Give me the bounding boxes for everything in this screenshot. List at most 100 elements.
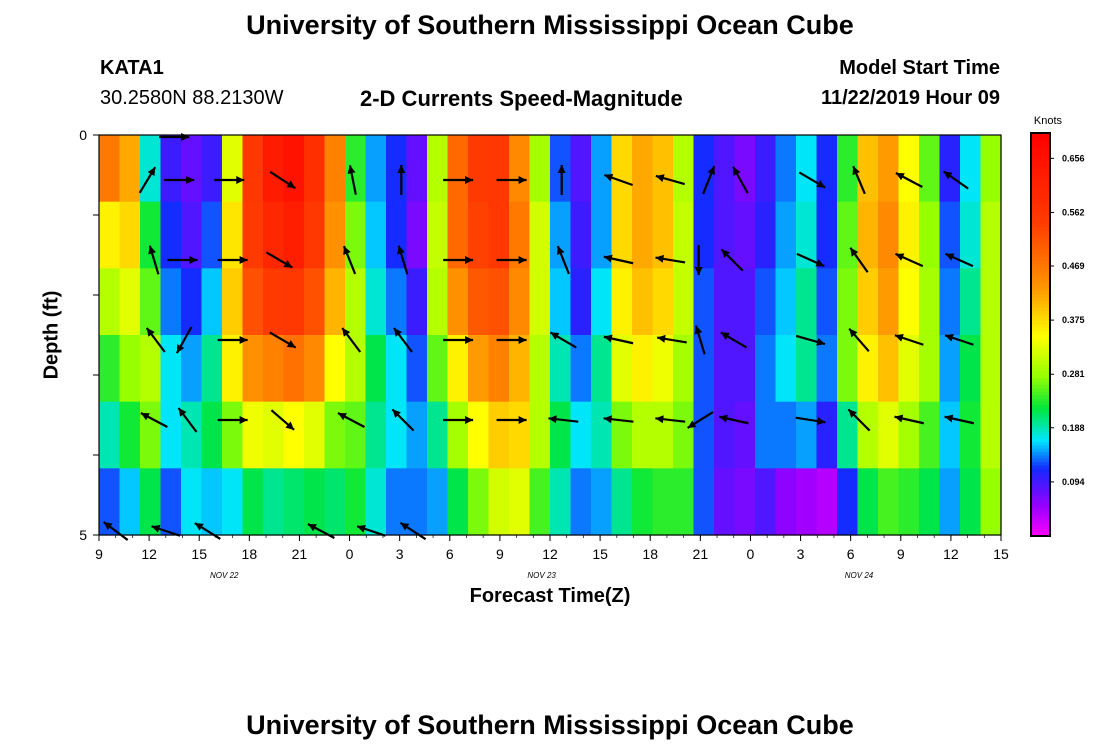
current-arrow	[720, 331, 748, 349]
heatmap-cell	[365, 201, 387, 269]
heatmap-cell	[406, 468, 428, 536]
colorbar-swatch	[1031, 488, 1050, 494]
heatmap-cell	[980, 335, 1002, 403]
arrow-head	[895, 172, 905, 181]
footer-title: University of Southern Mississippi Ocean…	[246, 710, 854, 740]
colorbar-swatch	[1031, 519, 1050, 524]
colorbar-swatch	[1031, 310, 1050, 316]
colorbar-tick-label: 0.281	[1062, 369, 1085, 379]
colorbar-swatch	[1031, 240, 1050, 245]
arrow-head	[603, 254, 613, 263]
heatmap-cell	[837, 335, 859, 403]
heatmap-cell	[304, 401, 326, 469]
heatmap-cell	[652, 135, 674, 203]
heatmap-cell	[509, 401, 531, 469]
current-arrow	[151, 524, 181, 537]
heatmap-cell	[160, 468, 182, 536]
heatmap-cell	[222, 268, 244, 336]
heatmap-cell	[611, 201, 633, 269]
heatmap-cell	[652, 268, 674, 336]
current-arrow	[549, 331, 577, 349]
arrow-head	[848, 409, 857, 418]
heatmap-cell	[222, 335, 244, 403]
heatmap-cell	[345, 468, 367, 536]
heatmap-cell	[488, 401, 510, 469]
heatmap-cell	[673, 135, 695, 203]
heatmap-cell	[570, 335, 592, 403]
arrow-head	[603, 334, 613, 343]
colorbar-swatch	[1031, 509, 1050, 514]
heatmap-cell	[406, 401, 428, 469]
colorbar-swatch	[1031, 499, 1050, 504]
heatmap-cell	[960, 401, 982, 469]
current-arrow	[945, 252, 974, 268]
current-arrow	[694, 245, 703, 275]
arrow-head	[147, 167, 156, 177]
arrow-head	[394, 328, 403, 337]
heatmap-cell	[406, 335, 428, 403]
heatmap-cell	[468, 135, 490, 203]
current-arrow	[337, 412, 365, 428]
colorbar-swatch	[1031, 485, 1050, 490]
arrow-head	[392, 409, 401, 418]
heatmap-cell	[898, 135, 920, 203]
heatmap-cell	[632, 335, 654, 403]
heatmap-cell	[99, 401, 121, 469]
arrow-head	[148, 245, 156, 255]
heatmap-cell	[242, 401, 264, 469]
heatmap-cell	[427, 335, 449, 403]
heatmap-cell	[632, 468, 654, 536]
heatmap-cell	[529, 335, 551, 403]
colorbar-swatch	[1031, 388, 1050, 393]
date-label: NOV 24	[845, 571, 874, 580]
x-axis-title: Forecast Time(Z)	[469, 585, 631, 607]
arrow-head	[518, 416, 527, 424]
heatmap-cell	[447, 201, 469, 269]
colorbar-swatch	[1031, 210, 1050, 215]
current-arrow	[443, 176, 474, 184]
arrow-head	[239, 416, 248, 424]
date-label: NOV 22	[210, 571, 239, 580]
colorbar-swatch	[1031, 156, 1050, 161]
colorbar-swatch	[1031, 408, 1050, 413]
colorbar-swatch	[1031, 458, 1050, 463]
arrow-head	[655, 174, 665, 182]
colorbar-swatch	[1031, 250, 1050, 255]
heatmap-cell	[775, 135, 797, 203]
arrow-head	[357, 524, 366, 533]
colorbar-tick-label: 0.562	[1062, 207, 1085, 217]
heatmap-cell	[386, 268, 408, 336]
colorbar-swatch	[1031, 478, 1050, 484]
current-arrow	[148, 245, 160, 275]
colorbar-swatch	[1031, 287, 1050, 292]
current-arrow	[496, 176, 527, 184]
heatmap-cell	[611, 268, 633, 336]
heatmap-cell	[898, 268, 920, 336]
heatmap-cell	[857, 268, 879, 336]
heatmap-cell	[509, 335, 531, 403]
heatmap-cell	[447, 335, 469, 403]
heatmap-cell	[939, 401, 961, 469]
heatmap-cell	[919, 135, 941, 203]
heatmap-cell	[99, 335, 121, 403]
heatmap-cell	[222, 468, 244, 536]
colorbar-swatch	[1031, 166, 1050, 171]
heatmap-cell	[632, 268, 654, 336]
heatmap-cell	[160, 401, 182, 469]
arrow-head	[850, 247, 859, 257]
colorbar-swatch	[1031, 358, 1050, 363]
heatmap-cell	[693, 268, 715, 336]
heatmap-cell	[837, 401, 859, 469]
heatmap-cell	[796, 401, 818, 469]
heatmap-cell	[160, 268, 182, 336]
heatmap-cell	[201, 335, 223, 403]
colorbar-tick-label: 0.469	[1062, 261, 1085, 271]
heatmap-cell	[283, 135, 305, 203]
current-arrow	[175, 326, 193, 354]
colorbar-swatch	[1031, 468, 1050, 473]
heatmap-cell	[222, 201, 244, 269]
x-tick-label: 12	[943, 546, 959, 562]
heatmap-cell	[119, 201, 141, 269]
colorbar-swatch	[1031, 438, 1050, 443]
colorbar-swatch	[1031, 331, 1050, 336]
